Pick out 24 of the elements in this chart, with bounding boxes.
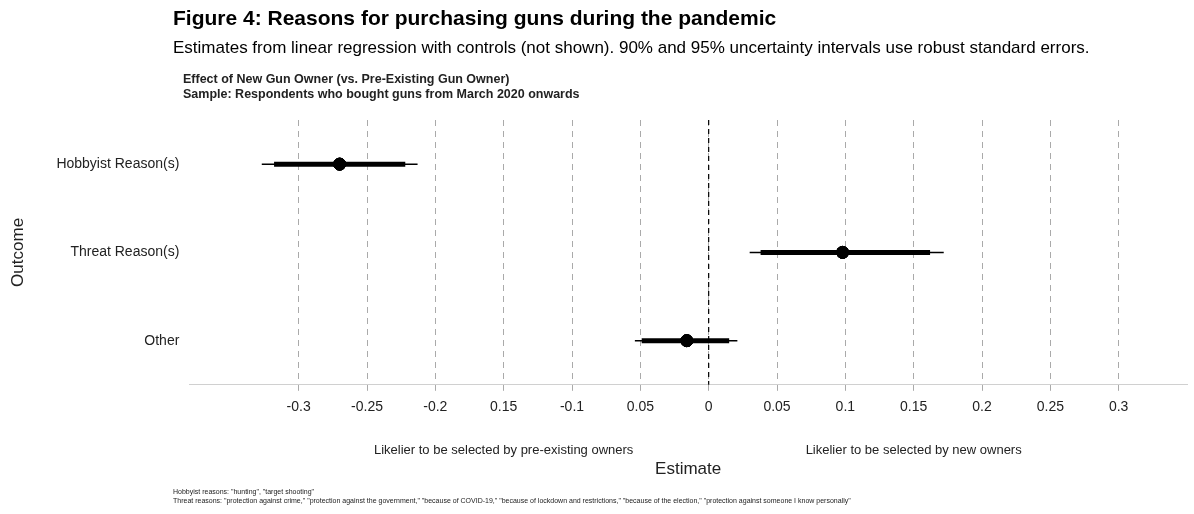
chart-title: Figure 4: Reasons for purchasing guns during the pandemic: [173, 6, 777, 30]
x-axis-title: Estimate: [655, 459, 722, 479]
x-tick-label: 0.05: [763, 398, 791, 415]
x-tick-label: 0.15: [900, 398, 928, 415]
y-tick-label: Hobbyist Reason(s): [56, 154, 180, 171]
x-tick-label: 0.05: [626, 398, 655, 415]
text: Likelier to be selected by new owners: [805, 442, 1022, 457]
x-tick-label: -0.25: [351, 398, 384, 415]
x-tick-label: -0.3: [286, 398, 311, 415]
x-tick-label: -0.2: [423, 398, 448, 415]
text: Effect of New Gun Owner (vs. Pre-Existing Gun Owner): [183, 72, 510, 86]
x-tick-label: 0: [704, 398, 713, 415]
x-tick-label: -0.1: [559, 398, 585, 415]
x-tick-label: 0.25: [1036, 398, 1065, 415]
x-tick-label: 0.1: [835, 398, 856, 415]
text: Likelier to be selected by pre-existing owners: [373, 442, 634, 457]
y-axis-title: Outcome: [7, 217, 27, 287]
chart-subtitle: Estimates from linear regression with controls (not shown). 90% and 95% uncertainty intervals use robust standard errors.: [173, 38, 1090, 58]
x-tick-label: 0.3: [1108, 398, 1129, 415]
x-tick-label: 0.15: [490, 398, 518, 415]
y-tick-label: Threat Reason(s): [70, 243, 180, 260]
text: Sample: Respondents who bought guns from March 2020 onwards: [183, 87, 580, 101]
x-tick-label: 0.2: [972, 398, 992, 415]
y-tick-label: Other: [144, 331, 180, 348]
